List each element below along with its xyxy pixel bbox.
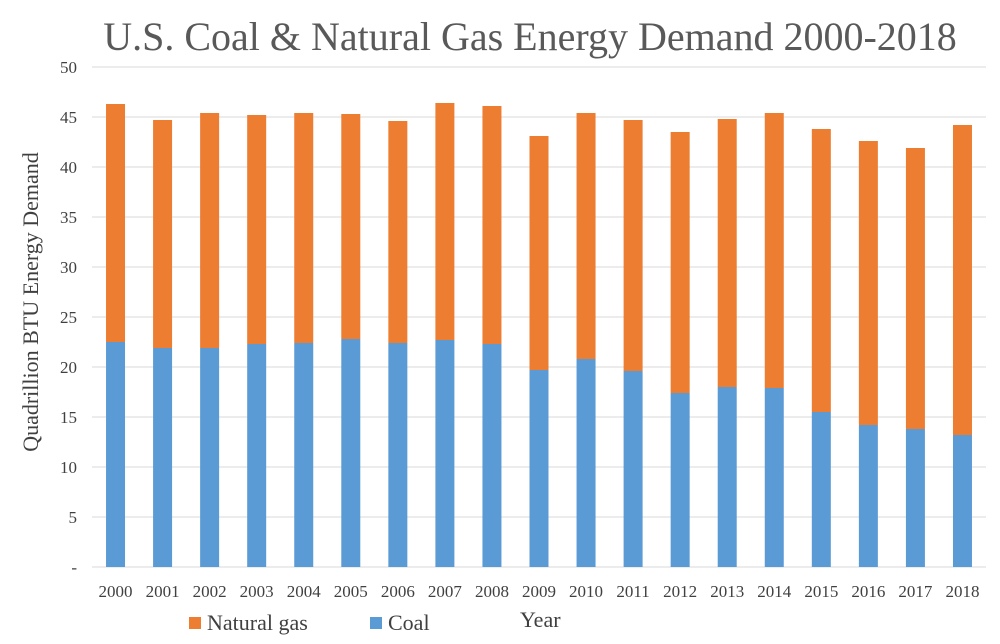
bar-natural-gas-2000	[106, 104, 126, 342]
y-tick-label: 35	[60, 208, 77, 227]
bar-natural-gas-2009	[529, 136, 549, 370]
bar-natural-gas-2006	[388, 121, 408, 343]
bar-coal-2015	[811, 412, 831, 567]
bar-coal-2017	[905, 429, 925, 567]
bar-natural-gas-2010	[576, 113, 596, 359]
x-axis-ticks: 2000 2001 2002 2003 2004 2005 2006 2007 2008 2009…	[99, 582, 980, 601]
y-tick-label: 50	[60, 58, 77, 77]
x-tick-label: 2000	[99, 582, 133, 601]
y-tick-label: 10	[60, 458, 77, 477]
bar-coal-2000	[106, 342, 126, 567]
y-tick-label: 30	[60, 258, 77, 277]
bar-natural-gas-2014	[764, 113, 784, 388]
bar-natural-gas-2017	[905, 148, 925, 429]
bar-coal-2012	[670, 393, 690, 567]
x-tick-label: 2012	[663, 582, 697, 601]
bars	[106, 103, 972, 567]
legend-label-coal: Coal	[388, 610, 430, 635]
x-tick-label: 2015	[804, 582, 838, 601]
x-axis-label: Year	[520, 607, 561, 632]
bar-coal-2007	[435, 340, 455, 567]
bar-natural-gas-2001	[153, 120, 173, 348]
bar-natural-gas-2013	[717, 119, 737, 387]
bar-coal-2001	[153, 348, 173, 567]
y-axis-ticks: - 5 10 15 20 25 30 35 40 45 50	[60, 58, 77, 577]
bar-coal-2006	[388, 343, 408, 567]
bar-natural-gas-2004	[294, 113, 314, 343]
x-tick-label: 2008	[475, 582, 509, 601]
x-tick-label: 2017	[898, 582, 933, 601]
bar-coal-2005	[341, 339, 361, 567]
x-tick-label: 2013	[710, 582, 744, 601]
x-tick-label: 2003	[240, 582, 274, 601]
bar-coal-2018	[952, 435, 972, 567]
y-tick-label: 45	[60, 108, 77, 127]
bar-natural-gas-2003	[247, 115, 267, 344]
bar-natural-gas-2008	[482, 106, 502, 344]
bar-natural-gas-2015	[811, 129, 831, 412]
x-tick-label: 2004	[287, 582, 322, 601]
legend-label-natural-gas: Natural gas	[207, 610, 308, 635]
y-tick-label: 15	[60, 408, 77, 427]
x-tick-label: 2014	[757, 582, 792, 601]
bar-coal-2011	[623, 371, 643, 567]
y-tick-label: 5	[69, 508, 78, 527]
y-tick-label: -	[71, 558, 77, 577]
bar-natural-gas-2018	[952, 125, 972, 435]
bar-coal-2008	[482, 344, 502, 567]
legend-swatch-natural-gas	[189, 617, 201, 629]
x-tick-label: 2007	[428, 582, 463, 601]
x-tick-label: 2016	[851, 582, 885, 601]
x-tick-label: 2006	[381, 582, 415, 601]
bar-coal-2009	[529, 370, 549, 567]
x-tick-label: 2002	[193, 582, 227, 601]
legend: Natural gas Coal	[189, 610, 430, 635]
bar-coal-2004	[294, 343, 314, 567]
y-tick-label: 25	[60, 308, 77, 327]
x-tick-label: 2010	[569, 582, 603, 601]
y-axis-label: Quadrillion BTU Energy Demand	[18, 152, 43, 452]
bar-coal-2014	[764, 388, 784, 567]
bar-coal-2010	[576, 359, 596, 567]
x-tick-label: 2011	[616, 582, 649, 601]
legend-swatch-coal	[370, 617, 382, 629]
bar-natural-gas-2012	[670, 132, 690, 393]
y-tick-label: 20	[60, 358, 77, 377]
x-tick-label: 2005	[334, 582, 368, 601]
bar-natural-gas-2005	[341, 114, 361, 339]
bar-natural-gas-2002	[200, 113, 220, 348]
bar-coal-2013	[717, 387, 737, 567]
bar-coal-2002	[200, 348, 220, 567]
chart-title: U.S. Coal & Natural Gas Energy Demand 20…	[103, 14, 957, 59]
x-tick-label: 2001	[146, 582, 180, 601]
y-tick-label: 40	[60, 158, 77, 177]
bar-coal-2016	[858, 425, 878, 567]
bar-natural-gas-2016	[858, 141, 878, 425]
x-tick-label: 2009	[522, 582, 556, 601]
bar-natural-gas-2007	[435, 103, 455, 340]
x-tick-label: 2018	[945, 582, 979, 601]
bar-natural-gas-2011	[623, 120, 643, 371]
bar-coal-2003	[247, 344, 267, 567]
